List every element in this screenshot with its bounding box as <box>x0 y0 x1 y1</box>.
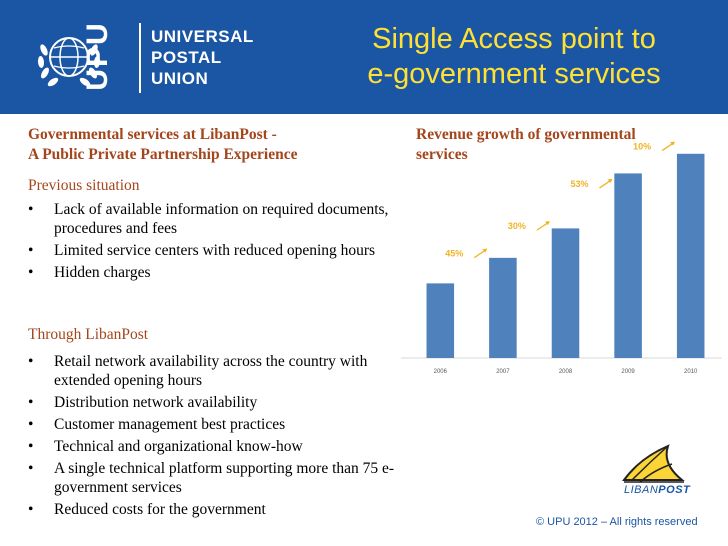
logo-line: UNIVERSAL <box>151 27 254 46</box>
libanpost-wordmark: LIBANPOST <box>624 484 690 496</box>
list-item: Technical and organizational know-how <box>28 437 398 456</box>
chart-x-tick-label: 2009 <box>621 369 635 375</box>
list-item: Hidden charges <box>28 263 398 282</box>
header-banner: UPU UNIVERSAL POSTAL UNION Single Access… <box>0 0 728 114</box>
list-item: A single technical platform supporting m… <box>28 459 398 497</box>
list-item: Distribution network availability <box>28 393 398 412</box>
left-heading-line: A Public Private Partnership Experience <box>28 146 298 163</box>
chart-growth-label: 10% <box>633 142 651 152</box>
logo-line: UNION <box>151 69 209 88</box>
chart-growth-arrowhead <box>607 178 613 183</box>
previous-situation-label: Previous situation <box>28 177 140 194</box>
upu-globe-emblem-icon <box>37 37 101 87</box>
through-libanpost-list: Retail network availability across the c… <box>28 352 398 522</box>
logo-line: POSTAL <box>151 48 222 67</box>
brand-bold: POST <box>658 484 691 496</box>
chart-growth-arrowhead <box>670 141 676 146</box>
chart-x-tick-label: 2010 <box>684 369 698 375</box>
logo-divider <box>139 23 141 93</box>
libanpost-logo-icon <box>622 444 685 483</box>
chart-bar <box>426 283 455 358</box>
chart-x-tick-label: 2006 <box>434 369 448 375</box>
chart-growth-label: 30% <box>508 221 526 231</box>
revenue-bar-chart: 2006 2007 2008 2009 2010 45% 30% 53% 10% <box>401 141 722 375</box>
chart-x-tick-label: 2008 <box>559 369 573 375</box>
chart-growth-label: 45% <box>445 249 463 259</box>
chart-bar <box>551 228 580 358</box>
chart-growth-arrowhead <box>544 221 550 226</box>
chart-growth-arrowhead <box>482 248 488 253</box>
left-section-heading: Governmental services at LibanPost - A P… <box>28 125 298 165</box>
chart-bar <box>489 257 517 358</box>
chart-heading-line: Revenue growth of governmental <box>416 126 636 143</box>
copyright-notice: © UPU 2012 – All rights reserved <box>536 516 698 528</box>
left-heading-line: Governmental services at LibanPost - <box>28 126 277 143</box>
list-item: Reduced costs for the government <box>28 500 398 519</box>
upu-logo-letters: UPU <box>81 21 114 91</box>
upu-logo-wordmark: UNIVERSAL POSTAL UNION <box>151 26 254 89</box>
list-item: Customer management best practices <box>28 415 398 434</box>
list-item: Retail network availability across the c… <box>28 352 398 390</box>
chart-x-tick-label: 2007 <box>496 369 510 375</box>
list-item: Lack of available information on require… <box>28 200 398 238</box>
slide-title: Single Access point to e-government serv… <box>330 22 698 92</box>
slide-title-line: Single Access point to <box>372 23 656 55</box>
brand-plain: LIBAN <box>624 484 659 496</box>
through-libanpost-label: Through LibanPost <box>28 326 149 343</box>
chart-heading: Revenue growth of governmental services <box>416 125 706 165</box>
chart-heading-line: services <box>416 146 468 163</box>
chart-bar <box>676 153 705 358</box>
list-item: Limited service centers with reduced ope… <box>28 241 398 260</box>
previous-situation-list: Lack of available information on require… <box>28 200 398 285</box>
chart-growth-label: 53% <box>571 179 589 189</box>
chart-bar <box>614 173 642 358</box>
slide-title-line: e-government services <box>367 58 661 90</box>
